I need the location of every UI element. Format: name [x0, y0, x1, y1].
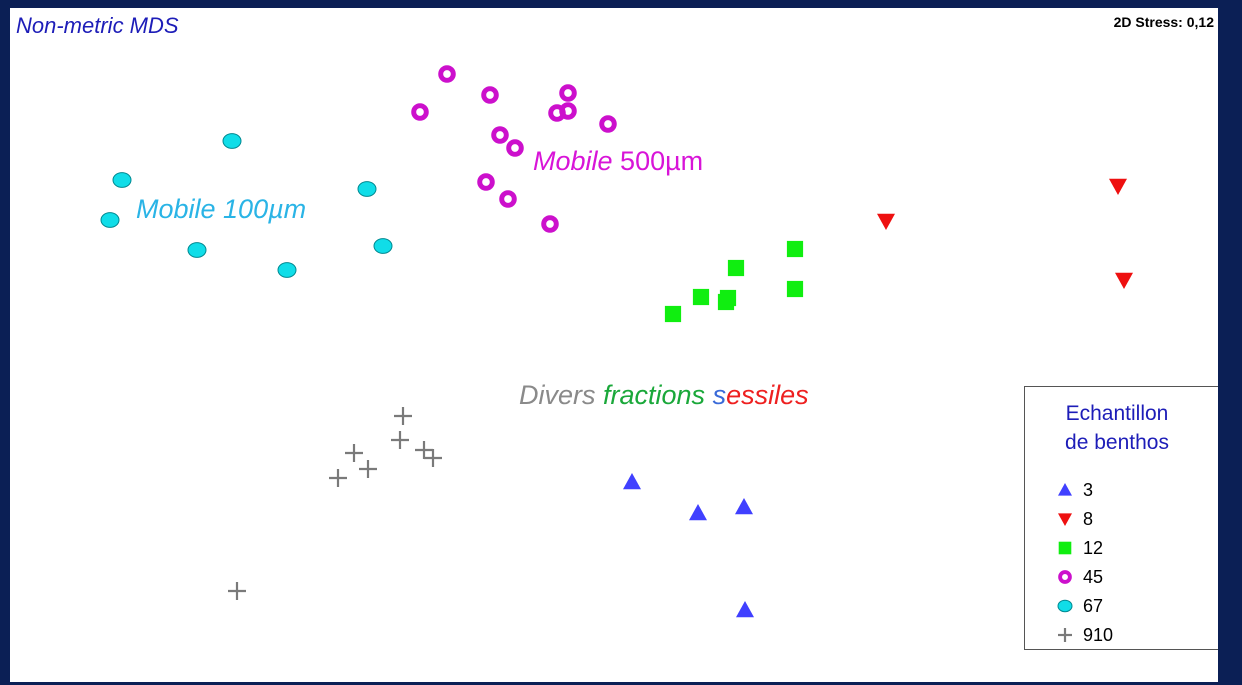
point-45 — [559, 102, 577, 120]
point-910 — [391, 431, 409, 449]
legend-title-line1: Echantillon — [1065, 402, 1169, 425]
point-45 — [481, 86, 499, 104]
chart-title: Non-metric MDS — [16, 13, 179, 38]
legend-title: Echantillon de benthos — [1025, 399, 1209, 457]
triangle-up-icon — [1058, 483, 1072, 496]
point-45 — [477, 173, 495, 191]
circle-icon — [1057, 599, 1073, 613]
point-910 — [329, 469, 347, 487]
point-12 — [786, 280, 804, 298]
legend-item-45: 45 — [1055, 564, 1103, 590]
point-67 — [357, 181, 377, 197]
legend-item-910: 910 — [1055, 622, 1113, 648]
scatter-plot — [100, 65, 1133, 618]
label-sessile-fractions: fractions — [603, 380, 713, 410]
point-45 — [541, 215, 559, 233]
legend-item-67: 67 — [1055, 593, 1103, 619]
point-8 — [1109, 178, 1127, 195]
ring-icon — [1058, 570, 1072, 584]
point-12 — [786, 240, 804, 258]
point-910 — [228, 582, 246, 600]
triangle-down-icon — [1058, 513, 1072, 526]
legend-label: 3 — [1083, 479, 1094, 500]
point-12 — [719, 289, 737, 307]
point-12 — [692, 288, 710, 306]
point-45 — [499, 190, 517, 208]
point-910 — [394, 407, 412, 425]
point-910 — [415, 441, 433, 459]
point-3 — [623, 473, 641, 490]
legend-label: 910 — [1083, 624, 1114, 645]
legend-item-3: 3 — [1055, 477, 1093, 503]
chart-panel: Non-metric MDS 2D Stress: 0,12 Mobile 10… — [10, 8, 1218, 682]
point-910 — [345, 444, 363, 462]
point-67 — [277, 262, 297, 278]
point-45 — [559, 84, 577, 102]
point-3 — [735, 498, 753, 515]
label-sessile-s: s — [712, 380, 727, 410]
point-910 — [424, 449, 442, 467]
point-45 — [438, 65, 456, 83]
label-mobile-100: Mobile 100µm — [136, 194, 307, 224]
point-3 — [736, 601, 754, 618]
legend-label: 12 — [1083, 537, 1104, 558]
legend-title-line2: de benthos — [1065, 431, 1169, 454]
point-45 — [491, 126, 509, 144]
point-67 — [100, 212, 120, 228]
point-910 — [359, 460, 377, 478]
legend-item-12: 12 — [1055, 535, 1103, 561]
legend-label: 8 — [1083, 508, 1094, 529]
legend-label: 45 — [1083, 566, 1104, 587]
point-67 — [112, 172, 132, 188]
point-67 — [373, 238, 393, 254]
label-sessile-rest: essiles — [726, 380, 809, 410]
legend-label: 67 — [1083, 595, 1104, 616]
square-icon — [1058, 541, 1072, 555]
point-3 — [689, 504, 707, 521]
plus-icon — [1058, 628, 1072, 642]
label-mobile-500: Mobile 500µm — [533, 146, 703, 177]
point-45 — [506, 139, 524, 157]
label-mobile-500-size: 500µm — [612, 146, 704, 176]
point-8 — [877, 213, 895, 230]
label-sessile: Divers fractions sessiles — [519, 380, 809, 411]
point-45 — [599, 115, 617, 133]
label-sessile-divers: Divers — [519, 380, 604, 410]
point-67 — [187, 242, 207, 258]
point-12 — [664, 305, 682, 323]
stress-value: 2D Stress: 0,12 — [1113, 14, 1214, 30]
point-12 — [727, 259, 745, 277]
point-67 — [222, 133, 242, 149]
legend-item-8: 8 — [1055, 506, 1093, 532]
point-45 — [411, 103, 429, 121]
legend: Echantillon de benthos 3 8 12 45 67 910 — [1024, 386, 1218, 650]
point-8 — [1115, 272, 1133, 289]
label-mobile-500-italic: Mobile — [533, 146, 613, 176]
